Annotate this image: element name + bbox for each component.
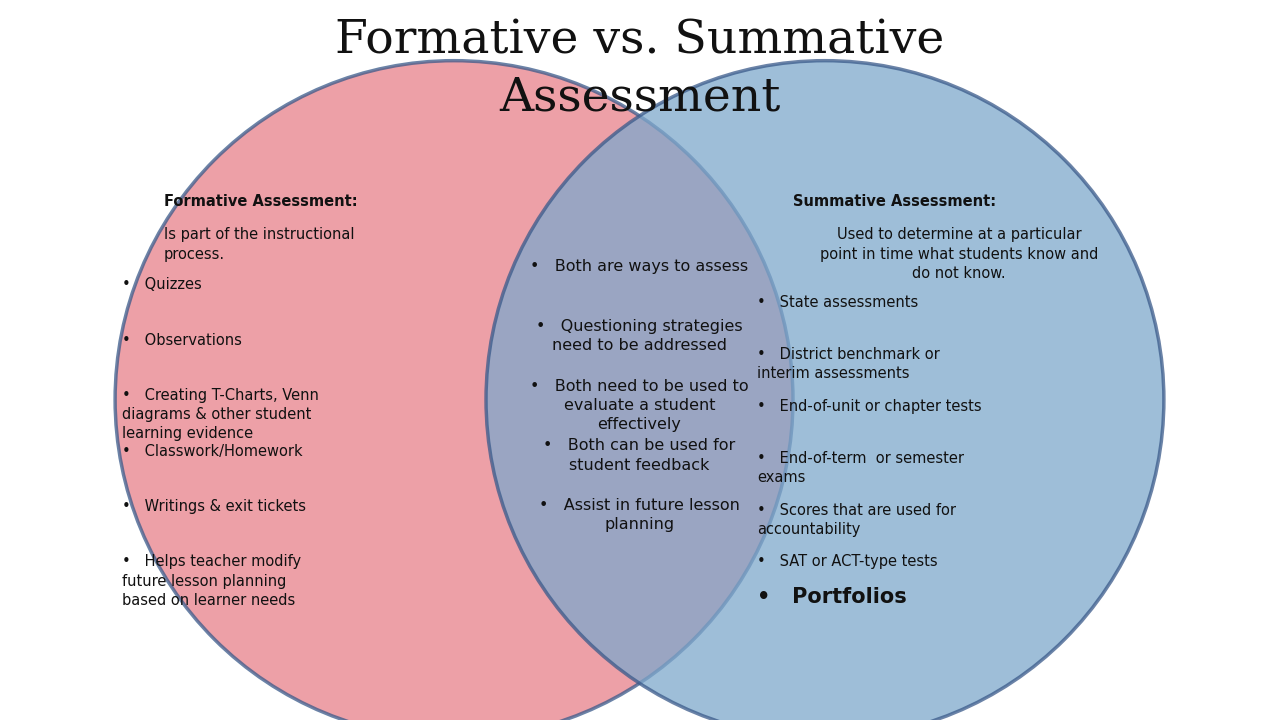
Text: Formative Assessment:: Formative Assessment: — [164, 194, 357, 210]
Text: •   Classwork/Homework: • Classwork/Homework — [122, 444, 302, 459]
Text: •   Questioning strategies
need to be addressed: • Questioning strategies need to be addr… — [536, 319, 743, 353]
Text: •   State assessments: • State assessments — [757, 295, 918, 310]
Ellipse shape — [486, 60, 1164, 720]
Text: •   Creating T-Charts, Venn
diagrams & other student
learning evidence: • Creating T-Charts, Venn diagrams & oth… — [122, 388, 318, 441]
Text: •   Assist in future lesson
planning: • Assist in future lesson planning — [538, 498, 741, 533]
Ellipse shape — [115, 60, 793, 720]
Text: •   Observations: • Observations — [122, 333, 242, 348]
Text: •   Both are ways to assess: • Both are ways to assess — [531, 259, 748, 274]
Text: •   District benchmark or
interim assessments: • District benchmark or interim assessme… — [757, 347, 940, 381]
Text: •   End-of-term  or semester
exams: • End-of-term or semester exams — [757, 451, 964, 485]
Text: Formative vs. Summative: Formative vs. Summative — [335, 18, 944, 63]
Text: Assessment: Assessment — [499, 76, 780, 121]
Text: •   Helps teacher modify
future lesson planning
based on learner needs: • Helps teacher modify future lesson pla… — [122, 554, 301, 608]
Text: •   SAT or ACT-type tests: • SAT or ACT-type tests — [757, 554, 938, 570]
Text: Used to determine at a particular
point in time what students know and
do not kn: Used to determine at a particular point … — [820, 227, 1099, 282]
Text: •   Both can be used for
student feedback: • Both can be used for student feedback — [544, 438, 735, 472]
Text: •   Scores that are used for
accountability: • Scores that are used for accountabilit… — [757, 503, 957, 537]
Text: •   End-of-unit or chapter tests: • End-of-unit or chapter tests — [757, 399, 982, 414]
Text: •   Both need to be used to
evaluate a student
effectively: • Both need to be used to evaluate a stu… — [531, 379, 748, 432]
Text: Summative Assessment:: Summative Assessment: — [793, 194, 996, 210]
Text: Is part of the instructional
process.: Is part of the instructional process. — [164, 227, 354, 261]
Text: •   Quizzes: • Quizzes — [122, 277, 201, 292]
Text: •   Portfolios: • Portfolios — [757, 587, 907, 607]
Text: •   Writings & exit tickets: • Writings & exit tickets — [122, 499, 306, 514]
